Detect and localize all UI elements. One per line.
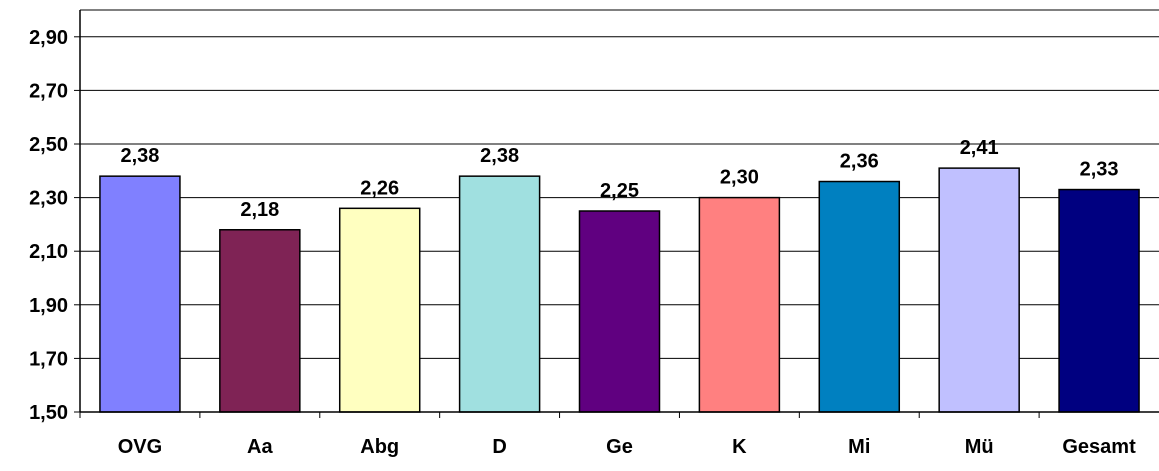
data-label: 2,41 bbox=[960, 137, 999, 159]
y-tick-label: 1,90 bbox=[29, 295, 68, 317]
data-label: 2,33 bbox=[1080, 159, 1119, 181]
x-tick-label: Abg bbox=[360, 436, 399, 458]
x-tick-label: OVG bbox=[118, 436, 162, 458]
y-tick-label: 2,30 bbox=[29, 188, 68, 210]
bar bbox=[458, 175, 541, 413]
y-tick-label: 2,10 bbox=[29, 241, 68, 263]
data-label: 2,26 bbox=[360, 177, 399, 199]
y-tick-label: 1,50 bbox=[29, 402, 68, 424]
x-tick-label: Gesamt bbox=[1062, 436, 1136, 458]
bar bbox=[578, 210, 661, 413]
bar bbox=[938, 167, 1020, 413]
x-tick-label: D bbox=[492, 436, 506, 458]
bar bbox=[698, 196, 781, 413]
y-tick-label: 2,90 bbox=[29, 27, 68, 49]
data-label: 2,36 bbox=[840, 151, 879, 173]
data-label: 2,25 bbox=[600, 180, 639, 202]
axes bbox=[74, 9, 1159, 418]
x-tick-label: Mü bbox=[965, 436, 994, 458]
y-tick-label: 1,70 bbox=[29, 348, 68, 370]
bar bbox=[219, 229, 301, 413]
x-tick-label: K bbox=[732, 436, 747, 458]
y-tick-label: 2,50 bbox=[29, 134, 68, 156]
bar bbox=[99, 175, 181, 413]
data-label: 2,18 bbox=[240, 199, 279, 221]
bar bbox=[338, 207, 421, 413]
bars bbox=[99, 167, 1140, 413]
data-label: 2,30 bbox=[720, 167, 759, 189]
labels: 1,50 1,70 1,90 2,10 2,30 2,50 2,70 2,90 2,38 OVG 2… bbox=[29, 27, 1136, 458]
x-tick-label: Mi bbox=[848, 436, 870, 458]
data-label: 2,38 bbox=[120, 145, 159, 167]
x-tick-label: Aa bbox=[247, 436, 273, 458]
bar bbox=[1058, 188, 1140, 413]
y-tick-label: 2,70 bbox=[29, 80, 68, 102]
bar bbox=[818, 180, 901, 413]
x-tick-label: Ge bbox=[606, 436, 633, 458]
data-label: 2,38 bbox=[480, 145, 519, 167]
